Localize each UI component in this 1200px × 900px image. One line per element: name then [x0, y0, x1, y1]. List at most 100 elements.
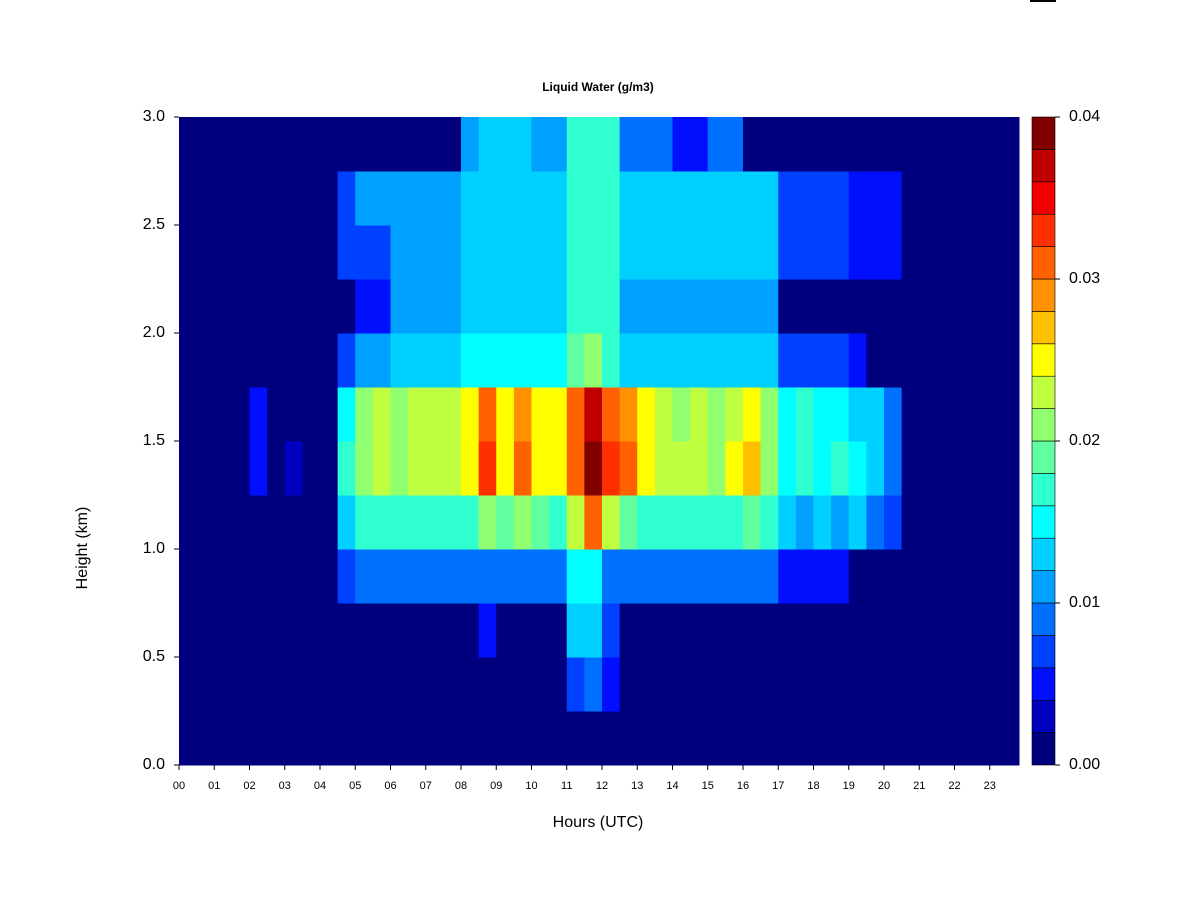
heat-cell: [972, 603, 991, 658]
heat-cell: [795, 441, 814, 496]
heat-cell: [390, 657, 409, 712]
heat-cell: [179, 333, 198, 388]
x-tick-label: 14: [666, 780, 678, 792]
chart-title: Liquid Water (g/m3): [542, 80, 654, 94]
heat-cell: [390, 711, 409, 766]
heat-cell: [496, 495, 515, 550]
heat-cell: [883, 657, 903, 712]
heat-cell: [443, 387, 462, 442]
heat-cell: [319, 171, 339, 226]
heat-cell: [566, 225, 585, 280]
heat-cell: [901, 603, 920, 658]
heat-cell: [267, 117, 286, 172]
heat-cell: [795, 225, 814, 280]
heat-cell: [179, 495, 198, 550]
heat-cell: [196, 441, 215, 496]
heat-cell: [672, 279, 691, 334]
heat-cell: [901, 495, 920, 550]
heat-cell: [654, 495, 673, 550]
colorbar-swatch: [1031, 570, 1056, 604]
heat-cell: [954, 549, 973, 604]
heat-cell: [778, 549, 797, 604]
heat-cell: [725, 657, 744, 712]
heat-cell: [302, 387, 321, 442]
x-tick-label: 17: [772, 780, 784, 792]
heat-cell: [672, 603, 691, 658]
heat-cell: [672, 495, 691, 550]
heat-cell: [460, 333, 480, 388]
heat-cell: [267, 387, 286, 442]
colorbar-swatch: [1031, 408, 1056, 442]
heat-cell: [637, 225, 656, 280]
heat-cell: [831, 171, 850, 226]
heat-cell: [831, 225, 850, 280]
colorbar-tick-label: 0.04: [1069, 108, 1100, 125]
heat-cell: [778, 657, 797, 712]
heat-cell: [566, 657, 585, 712]
heat-cell: [408, 225, 427, 280]
heat-cell: [637, 171, 656, 226]
heat-cell: [637, 549, 656, 604]
heat-cell: [408, 333, 427, 388]
heat-cell: [425, 711, 444, 766]
heat-cell: [460, 225, 480, 280]
heat-cell: [672, 225, 691, 280]
heat-cell: [496, 117, 515, 172]
heat-cell: [196, 387, 215, 442]
heat-cell: [936, 603, 955, 658]
heat-cell: [214, 387, 233, 442]
colorbar-swatch: [1031, 213, 1056, 247]
heat-cell: [619, 225, 638, 280]
heat-cell: [831, 279, 850, 334]
heat-cell: [408, 171, 427, 226]
heat-cell: [196, 495, 215, 550]
y-tick-label: 1.0: [143, 540, 165, 557]
heat-cell: [214, 549, 233, 604]
heat-cell: [866, 387, 885, 442]
heat-cell: [760, 441, 779, 496]
heat-cell: [778, 603, 797, 658]
heat-cell: [284, 171, 303, 226]
heat-cell: [372, 387, 391, 442]
heat-cell: [601, 657, 621, 712]
heat-cell: [531, 441, 550, 496]
heat-cell: [443, 603, 462, 658]
heat-cell: [478, 441, 497, 496]
heat-cell: [531, 495, 550, 550]
heat-cell: [989, 441, 1008, 496]
heat-cell: [901, 171, 920, 226]
heat-cell: [531, 333, 550, 388]
heat-cell: [690, 441, 709, 496]
heat-cell: [954, 387, 973, 442]
heat-cell: [408, 657, 427, 712]
heat-cell: [972, 441, 991, 496]
heat-cell: [179, 441, 198, 496]
heat-cell: [778, 495, 797, 550]
heat-cell: [901, 225, 920, 280]
heat-cell: [584, 225, 603, 280]
heat-cell: [989, 711, 1008, 766]
heat-cell: [813, 225, 832, 280]
heat-cell: [989, 171, 1008, 226]
heat-cell: [196, 171, 215, 226]
x-tick-label: 10: [525, 780, 537, 792]
heat-cell: [690, 657, 709, 712]
heat-cell: [425, 333, 444, 388]
x-tick-label: 19: [843, 780, 855, 792]
heat-cell: [478, 657, 497, 712]
heat-cell: [267, 225, 286, 280]
heat-cell: [954, 657, 973, 712]
heat-cell: [742, 549, 762, 604]
heat-cell: [566, 549, 585, 604]
heat-cell: [302, 657, 321, 712]
heat-cell: [883, 387, 903, 442]
heat-cell: [179, 279, 198, 334]
heat-cell: [478, 279, 497, 334]
heat-cell: [760, 603, 779, 658]
heat-cell: [337, 711, 356, 766]
heat-cell: [654, 117, 673, 172]
heat-cell: [901, 657, 920, 712]
heat-cell: [742, 279, 762, 334]
y-axis-label: Height (km): [74, 507, 91, 590]
x-tick-label: 05: [349, 780, 361, 792]
